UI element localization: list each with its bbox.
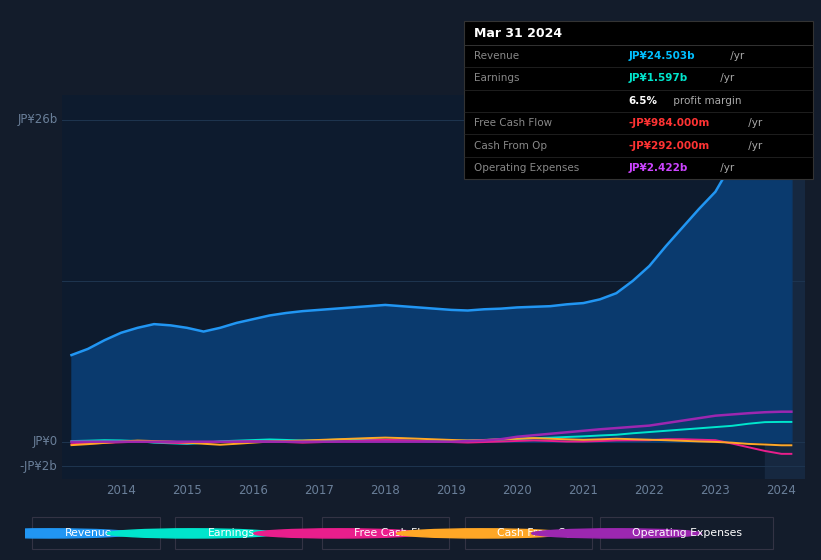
FancyBboxPatch shape	[465, 517, 592, 549]
Text: JP¥24.503b: JP¥24.503b	[628, 51, 695, 61]
Text: JP¥1.597b: JP¥1.597b	[628, 73, 687, 83]
Text: /yr: /yr	[718, 73, 735, 83]
Text: Free Cash Flow: Free Cash Flow	[354, 529, 436, 538]
FancyBboxPatch shape	[599, 517, 773, 549]
Circle shape	[254, 529, 424, 538]
Text: Mar 31 2024: Mar 31 2024	[474, 26, 562, 40]
Text: /yr: /yr	[745, 118, 763, 128]
Circle shape	[532, 529, 701, 538]
Text: Revenue: Revenue	[65, 529, 112, 538]
Text: JP¥0: JP¥0	[32, 435, 57, 448]
Text: Operating Expenses: Operating Expenses	[632, 529, 742, 538]
FancyBboxPatch shape	[175, 517, 302, 549]
Text: Earnings: Earnings	[474, 73, 519, 83]
Text: -JP¥2b: -JP¥2b	[20, 460, 57, 473]
Text: Free Cash Flow: Free Cash Flow	[474, 118, 552, 128]
Text: /yr: /yr	[745, 141, 763, 151]
Text: Cash From Op: Cash From Op	[474, 141, 547, 151]
FancyBboxPatch shape	[322, 517, 449, 549]
FancyBboxPatch shape	[32, 517, 160, 549]
Text: /yr: /yr	[727, 51, 744, 61]
Text: JP¥2.422b: JP¥2.422b	[628, 163, 687, 173]
Text: /yr: /yr	[718, 163, 735, 173]
Circle shape	[397, 529, 566, 538]
Text: Earnings: Earnings	[208, 529, 255, 538]
Circle shape	[0, 529, 134, 538]
Text: JP¥26b: JP¥26b	[17, 114, 57, 127]
Text: Cash From Op: Cash From Op	[497, 529, 573, 538]
Bar	[765, 95, 805, 479]
Circle shape	[108, 529, 277, 538]
Text: Revenue: Revenue	[474, 51, 519, 61]
Text: Operating Expenses: Operating Expenses	[474, 163, 579, 173]
Text: 6.5%: 6.5%	[628, 96, 657, 106]
Text: -JP¥984.000m: -JP¥984.000m	[628, 118, 709, 128]
Text: profit margin: profit margin	[670, 96, 741, 106]
Text: -JP¥292.000m: -JP¥292.000m	[628, 141, 709, 151]
